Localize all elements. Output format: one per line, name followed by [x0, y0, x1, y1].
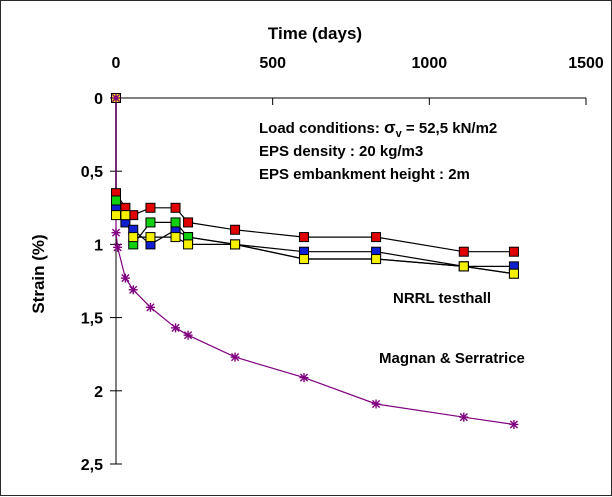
series-4-point: [458, 261, 469, 272]
series-1-point: [458, 246, 469, 257]
series-4-point: [371, 254, 382, 265]
series-5-point: [371, 399, 381, 409]
series-4-point: [299, 254, 309, 265]
y-tick-label: 0: [94, 91, 103, 108]
series-5-point: [128, 285, 138, 295]
y-axis-title: Strain (%): [29, 234, 48, 313]
series-3-point: [145, 217, 156, 228]
series-5-point: [230, 352, 240, 362]
series-4-point: [183, 239, 194, 250]
x-tick-label: 1500: [568, 55, 604, 72]
x-tick-label: 1000: [412, 55, 448, 72]
series-5-point: [111, 93, 121, 103]
series-markers: [111, 93, 519, 429]
load-suffix: = 52,5 kN/m2: [402, 120, 497, 137]
sigma-symbol: σ: [384, 118, 396, 137]
load-prefix: Load conditions:: [259, 120, 384, 137]
y-tick-label: 1,5: [81, 311, 103, 328]
series-5-point: [171, 323, 181, 333]
series-5-point: [113, 242, 123, 252]
sigma-subscript: v: [396, 128, 403, 140]
series-3-point: [111, 195, 121, 206]
series-1-point: [230, 224, 241, 235]
y-tick-label: 2,5: [81, 457, 103, 474]
series-4-point: [230, 239, 241, 250]
series-1-point: [371, 232, 382, 243]
series-4-point: [120, 210, 131, 221]
x-tick-label: 500: [259, 55, 286, 72]
series-5-point: [111, 228, 121, 238]
series-5-point: [183, 330, 193, 340]
x-axis-title: Time (days): [268, 24, 362, 43]
series-3-point: [170, 217, 181, 228]
series-1-point: [183, 217, 194, 228]
series-5-point: [299, 373, 309, 383]
y-tick-label: 0,5: [81, 164, 103, 181]
series-5-point: [509, 419, 519, 429]
eps-density-note: EPS density : 20 kg/m3: [259, 143, 423, 160]
series-4-point: [111, 210, 121, 221]
y-tick-label: 2: [94, 384, 103, 401]
series-4-point: [508, 268, 519, 279]
series-1-point: [508, 246, 519, 257]
series-5-point: [120, 273, 130, 283]
series-5-point: [145, 302, 155, 312]
y-tick-label: 1: [94, 237, 103, 254]
eps-height-note: EPS embankment height : 2m: [259, 166, 470, 183]
nrrl-testhall-label: NRRL testhall: [393, 290, 491, 307]
series-1-point: [299, 232, 309, 243]
series-1-point: [145, 202, 156, 213]
series-4-point: [128, 232, 139, 243]
magnan-serratrice-label: Magnan & Serratrice: [379, 350, 525, 367]
series-1-point: [170, 202, 181, 213]
axes: 0 500 1000 1500 0 0,5 1 1,5 2 2,5: [81, 55, 604, 474]
load-conditions-note: Load conditions: σv = 52,5 kN/m2: [259, 118, 497, 140]
series-5-point: [459, 412, 469, 422]
series-4-point: [170, 232, 181, 243]
x-tick-label: 0: [112, 55, 121, 72]
series-4-point: [145, 232, 156, 243]
